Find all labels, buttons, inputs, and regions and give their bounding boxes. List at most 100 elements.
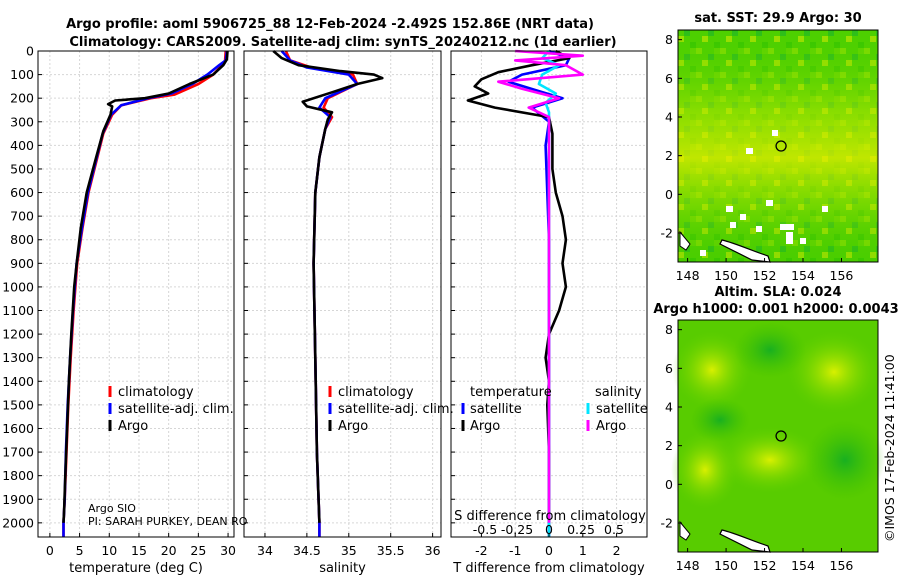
depth-tick-label-800: 800 xyxy=(10,232,34,247)
temperature-series-1 xyxy=(62,50,229,537)
salinity-xtick-label-35.5: 35.5 xyxy=(377,543,405,558)
diff-secondary-tick-1: -0.25 xyxy=(501,522,533,537)
sst-map-xtick-label-156: 156 xyxy=(830,268,854,283)
salinity-xtick-label-36: 36 xyxy=(425,543,441,558)
salinity-xtick-label-34: 34 xyxy=(257,543,273,558)
figure-title-line1: Argo profile: aoml 5906725_88 12-Feb-202… xyxy=(66,17,594,32)
sla-map-low-1 xyxy=(734,322,806,378)
sla-map: 148 150 152 154 156 -2 0 2 4 6 8 xyxy=(661,319,885,573)
diff-secondary-axis-label: S difference from climatology xyxy=(454,509,646,524)
salinity-frame xyxy=(243,50,442,538)
diff-legend-header-temperature: temperature xyxy=(470,385,552,400)
sla-map-coastline xyxy=(719,529,771,553)
depth-tick-label-1200: 1200 xyxy=(2,327,34,342)
difference-xtick-label--2: -2 xyxy=(475,543,487,558)
diff-secondary-tick-3: 0.25 xyxy=(567,522,595,537)
sla-map-xtick-label-152: 152 xyxy=(753,558,777,573)
sla-map-low-2 xyxy=(805,420,885,500)
salinity-series-1 xyxy=(280,50,359,537)
sla-map-argo-marker xyxy=(775,430,787,442)
sla-map-coastline-west xyxy=(679,520,691,541)
diff-legend-t-label-1: Argo xyxy=(470,419,500,434)
difference-xtick-label--1: -1 xyxy=(509,543,521,558)
diff-legend-header-salinity: salinity xyxy=(595,385,642,400)
sst-map-ytick-label-8: 8 xyxy=(665,32,673,47)
sst-map-frame xyxy=(677,29,879,263)
difference-series-3 xyxy=(497,49,585,523)
figure-title-line2: Climatology: CARS2009. Satellite-adj cli… xyxy=(69,35,616,50)
depth-tick-label-1400: 1400 xyxy=(2,374,34,389)
sla-map-ytick-label-2: 2 xyxy=(665,438,673,453)
depth-tick-label-1700: 1700 xyxy=(2,445,34,460)
sla-map-low-3 xyxy=(690,398,750,442)
sst-map-coastline xyxy=(719,239,771,263)
sla-map-ytick-label-8: 8 xyxy=(665,322,673,337)
sla-map-title2: Argo h1000: 0.001 h2000: 0.0043 xyxy=(653,302,898,317)
diff-secondary-tick-4: 0.5 xyxy=(604,522,624,537)
sla-map-ytick-label-0: 0 xyxy=(665,477,673,492)
sla-map-ytick-label--2: -2 xyxy=(661,516,673,531)
sla-map-ytick-label-6: 6 xyxy=(665,361,673,376)
credit-line2: PI: SARAH PURKEY, DEAN RO xyxy=(88,515,248,528)
credit-line1: Argo SIO xyxy=(88,502,136,515)
temperature-xtick-label-5: 5 xyxy=(76,543,84,558)
depth-tick-label-500: 500 xyxy=(10,161,34,176)
sst-map-title: sat. SST: 29.9 Argo: 30 xyxy=(694,11,861,26)
depth-tick-label-1100: 1100 xyxy=(2,303,34,318)
salinity-legend-label-2: Argo xyxy=(338,419,368,434)
salinity-series-2 xyxy=(272,50,384,523)
diff-secondary-tick-2: 0 xyxy=(545,522,553,537)
temperature-series-0 xyxy=(62,50,227,537)
sst-map-xtick-label-154: 154 xyxy=(791,268,815,283)
sst-map-ytick-label-0: 0 xyxy=(665,187,673,202)
sst-map-ytick-label-4: 4 xyxy=(665,110,673,125)
diff-legend-s-label-1: Argo xyxy=(596,419,626,434)
sst-map-ytick-label--2: -2 xyxy=(661,226,673,241)
temperature-xtick-label-15: 15 xyxy=(131,543,147,558)
temperature-xtick-label-25: 25 xyxy=(190,543,206,558)
sla-map-xtick-label-150: 150 xyxy=(714,558,738,573)
temperature-legend-label-2: Argo xyxy=(118,419,148,434)
sla-map-frame xyxy=(677,319,879,553)
temperature-legend-label-1: satellite-adj. clim. xyxy=(118,402,234,417)
sla-map-ticks: 148 150 152 154 156 -2 0 2 4 6 8 xyxy=(661,322,854,573)
sst-map-coastline-west xyxy=(679,230,691,251)
sla-map-high-1 xyxy=(672,330,752,410)
depth-tick-label-1500: 1500 xyxy=(2,397,34,412)
sst-map-ticks: 148 150 152 154 156 -2 0 2 4 6 8 xyxy=(661,32,854,283)
sst-map-xtick-label-148: 148 xyxy=(676,268,700,283)
salinity-xlabel: salinity xyxy=(319,561,366,576)
temperature-xtick-label-0: 0 xyxy=(46,543,54,558)
depth-tick-label-400: 400 xyxy=(10,138,34,153)
sst-map-argo-marker xyxy=(775,140,787,152)
sst-map-ytick-label-6: 6 xyxy=(665,71,673,86)
depth-tick-label-900: 900 xyxy=(10,256,34,271)
sst-map-ytick-label-2: 2 xyxy=(665,148,673,163)
sla-map-xtick-label-156: 156 xyxy=(830,558,854,573)
salinity-panel: 34 34.5 35 35.5 36 salinity climatology satelli… xyxy=(243,50,454,576)
difference-xlabel: T difference from climatology xyxy=(452,561,645,576)
sla-map-high-4 xyxy=(671,430,739,510)
depth-tick-label-1000: 1000 xyxy=(2,279,34,294)
salinity-legend-label-1: satellite-adj. clim. xyxy=(338,402,454,417)
copyright-stamp: ©IMOS 17-Feb-2024 11:41:00 xyxy=(882,354,897,542)
depth-tick-label-300: 300 xyxy=(10,114,34,129)
sst-map-xtick-label-152: 152 xyxy=(753,268,777,283)
temperature-grid xyxy=(38,50,234,537)
salinity-xtick-label-34.5: 34.5 xyxy=(293,543,321,558)
salinity-legend-label-0: climatology xyxy=(338,385,414,400)
salinity-xtick-label-35: 35 xyxy=(341,543,357,558)
depth-tick-label-1900: 1900 xyxy=(2,492,34,507)
depth-tick-label-600: 600 xyxy=(10,185,34,200)
depth-tick-label-1600: 1600 xyxy=(2,421,34,436)
sla-map-high-3 xyxy=(718,426,822,494)
depth-tick-label-1800: 1800 xyxy=(2,468,34,483)
sla-map-high-2 xyxy=(786,330,882,414)
difference-xtick-label-2: 2 xyxy=(613,543,621,558)
sst-map-missing-pixels xyxy=(700,130,828,256)
sst-map-xtick-label-150: 150 xyxy=(714,268,738,283)
depth-tick-label-0: 0 xyxy=(26,44,34,59)
temperature-panel: 0 5 10 15 20 25 300100200300400500600700800900… xyxy=(2,44,236,577)
depth-tick-label-2000: 2000 xyxy=(2,515,34,530)
